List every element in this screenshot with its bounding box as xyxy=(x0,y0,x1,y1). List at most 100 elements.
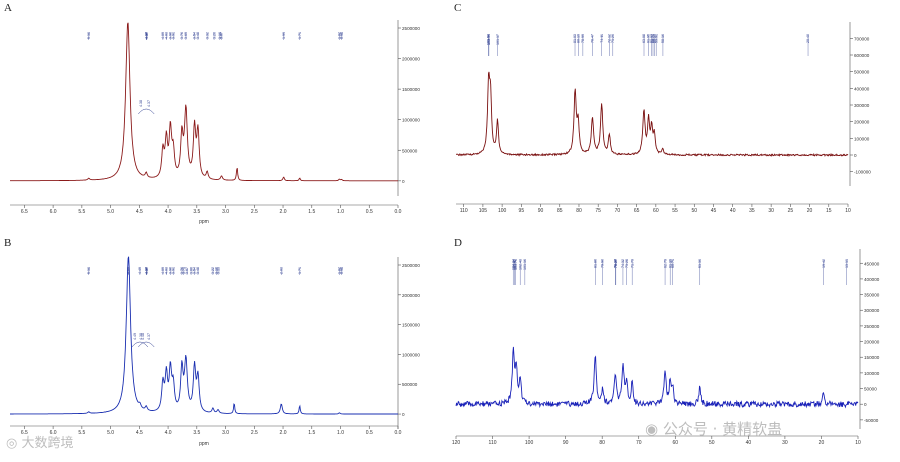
watermark-left: ◎ 大数跨境 xyxy=(6,432,74,451)
peak-label-text: 19.42 xyxy=(822,259,826,268)
sub-peak-label-text: 4.38 xyxy=(139,100,143,107)
x-tick-label: 105 xyxy=(479,208,488,214)
x-tick-label: 2.0 xyxy=(280,430,287,436)
peak-label: 1.02 xyxy=(338,32,342,40)
peak-label-text: 74.32 xyxy=(621,259,625,268)
peak-label: 4.38 xyxy=(144,267,148,275)
x-tick-label: 110 xyxy=(489,440,497,446)
peak-label: 72.12 xyxy=(607,34,611,56)
nmr-spectrum-a: 2500000 2000000 1500000 1000000 500000 0 6.5 6.… xyxy=(10,20,420,225)
peak-label-text: 62.79 xyxy=(663,259,667,268)
peak-label: 3.54 xyxy=(193,32,197,40)
peak-label-text: 80.19 xyxy=(576,34,580,43)
panel-label-b: B xyxy=(4,237,12,249)
peak-label: 4.69 xyxy=(127,267,131,275)
peak-label-text: 101.16 xyxy=(523,259,527,270)
peak-label: 60.71 xyxy=(671,259,675,285)
peak-label: 101.17 xyxy=(496,34,500,56)
peak-label-text: 4.49 xyxy=(138,267,142,274)
y-tick-label: 1500000 xyxy=(402,87,420,92)
peak-label: 3.76 xyxy=(180,32,184,40)
panel-label-a: A xyxy=(4,2,12,14)
peak-label: 3.67 xyxy=(185,267,189,275)
peak-label: 81.03 xyxy=(573,34,577,56)
x-tick-label: 110 xyxy=(460,208,468,214)
sub-peak-label-text: 4.38 xyxy=(139,333,143,340)
peak-label-text: 1.02 xyxy=(338,267,342,274)
y-tick-label: 500000 xyxy=(854,70,870,75)
peak-label-text: 71.20 xyxy=(611,34,615,43)
peak-label: 102.43 xyxy=(518,259,522,285)
peak-label: 63.08 xyxy=(642,34,646,56)
peak-label: 3.91 xyxy=(171,267,175,275)
peak-label-text: 5.38 xyxy=(87,32,91,39)
peak-label-text: 103.44 xyxy=(487,34,491,45)
y-tick-label: 100000 xyxy=(864,371,880,376)
peak-label: 3.54 xyxy=(193,267,197,275)
peak-label: 13.13 xyxy=(845,259,849,285)
nmr-spectrum-c: 7000006000005000004000003000002000001000… xyxy=(456,22,871,214)
y-tick-label: 250000 xyxy=(864,324,880,329)
sub-peak-label-group: 4.38 4.37 xyxy=(138,100,155,115)
peak-label-text: 71.79 xyxy=(630,259,634,268)
peak-label: 103.56 xyxy=(487,34,491,56)
peak-label-text: 3.13 xyxy=(216,267,220,274)
panel-a: A 2500000 2000000 1500000 1000000 500000 0 6.5… xyxy=(0,0,440,228)
peak-label-text: 20.40 xyxy=(806,34,810,43)
peak-label: 79.90 xyxy=(601,259,605,285)
y-tick-label: 0 xyxy=(854,153,857,158)
y-tick-label: 400000 xyxy=(864,277,880,282)
sub-peak-label-group: 4.38 4.37 xyxy=(138,333,155,348)
y-tick-label: 400000 xyxy=(854,86,870,91)
y-tick-label: 50000 xyxy=(864,387,877,392)
peak-label-text: 104.34 xyxy=(511,259,515,270)
peak-label-text: 3.67 xyxy=(185,267,189,274)
x-tick-label: 80 xyxy=(576,208,582,214)
peak-label-text: 59.91 xyxy=(654,34,658,43)
y-tick-label: 1000000 xyxy=(402,352,420,357)
sub-peak-label-group: 4.49 4.48 xyxy=(131,333,149,348)
peak-label-text: 60.39 xyxy=(653,34,657,43)
peak-label: 3.10 xyxy=(218,32,222,40)
peak-label: 4.09 xyxy=(161,267,165,275)
x-tick-label: 85 xyxy=(557,208,563,214)
peak-label: 3.48 xyxy=(196,267,200,275)
panel-c: C 700000 600000 500000 400000 300000 200000 10… xyxy=(450,0,900,228)
panel-d: D 450000 400000 350000 300000 250000 200000 15… xyxy=(450,235,900,457)
x-tick-label: 30 xyxy=(768,208,774,214)
watermark-left-text: 大数跨境 xyxy=(21,436,74,451)
peak-label: 1.71 xyxy=(298,267,302,275)
peak-label-text: 3.20 xyxy=(212,32,216,39)
peak-label: 0.98 xyxy=(340,32,344,40)
x-tick-label: 2.5 xyxy=(251,430,258,436)
peak-label-text: 3.22 xyxy=(211,267,215,274)
peak-label-text: 4.37 xyxy=(145,267,149,274)
x-tick-label: 40 xyxy=(730,208,736,214)
x-tick-label: 1.5 xyxy=(308,209,315,215)
peak-label: 3.96 xyxy=(169,267,173,275)
peak-label-text: 101.17 xyxy=(496,34,500,45)
peak-label-text: 103.97 xyxy=(513,259,517,270)
peak-label: 76.47 xyxy=(591,34,595,56)
peak-label: 60.74 xyxy=(651,34,655,56)
peak-label-text: 3.91 xyxy=(171,32,175,39)
x-tick-label: 4.5 xyxy=(136,430,143,436)
peak-label-text: 3.07 xyxy=(220,32,224,39)
watermark-right-text: 公众号 · 黄精软蛊 xyxy=(662,420,783,438)
peak-label: 58.16 xyxy=(661,34,665,56)
sub-peak-bracket xyxy=(138,341,155,348)
peak-label-text: 58.16 xyxy=(661,34,665,43)
sub-peak-label-text: 4.37 xyxy=(147,333,151,340)
peak-label-text: 73.28 xyxy=(625,259,629,268)
peak-label-text: 61.95 xyxy=(647,34,651,43)
spectrum-line xyxy=(10,22,398,182)
sub-peak-label-text: 4.48 xyxy=(141,333,145,340)
panel-label-c: C xyxy=(454,2,462,14)
peak-label: 3.96 xyxy=(169,32,173,40)
wechat-icon: ◉ xyxy=(645,420,659,438)
peak-label-text: 3.91 xyxy=(171,267,175,274)
x-tick-label: 4.5 xyxy=(136,209,143,215)
peak-label: 3.73 xyxy=(182,267,186,275)
x-tick-label: 0.0 xyxy=(395,430,402,436)
peak-label-text: 3.73 xyxy=(182,267,186,274)
